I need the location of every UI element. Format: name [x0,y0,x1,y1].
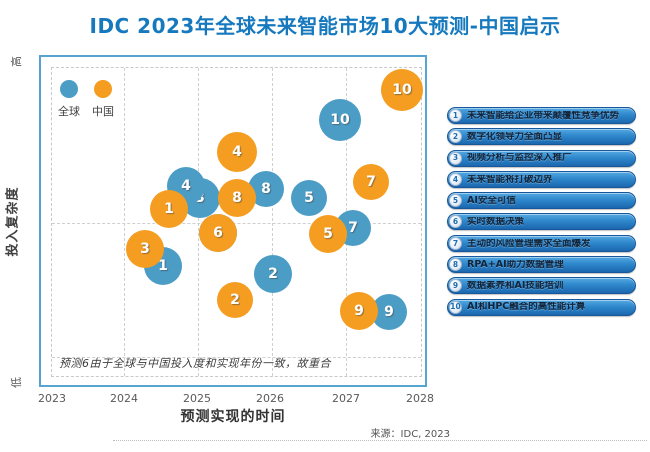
prediction-label: RPA+AI助力数据管理 [467,259,564,270]
y-axis-title: 投入复杂度 [5,186,21,257]
prediction-label: 未来智能将打破边界 [467,174,553,185]
prediction-number-badge: 8 [449,258,462,272]
bubble-global-5: 5 [291,180,327,216]
source-note: 来源：IDC, 2023 [370,429,450,440]
bubble-chart: 全球 中国 1234567891012345678910 预测6由于全球与中国投… [39,55,427,387]
prediction-number-badge: 7 [449,236,462,250]
x-tick-2023: 2023 [38,392,66,405]
prediction-number-badge: 10 [449,300,462,314]
gridline-2026 [272,68,273,376]
bubble-china-1: 1 [150,190,188,228]
x-tick-2028: 2028 [406,392,434,405]
prediction-label: 视频分析与监控深入推广 [467,153,572,163]
prediction-number-badge: 1 [449,109,462,122]
bottom-divider [113,440,647,441]
bubble-global-10: 10 [319,99,361,141]
legend-china-dot [94,80,112,98]
prediction-number-badge: 6 [449,215,462,229]
legend-global-label: 全球 [58,105,80,118]
prediction-item-2[interactable]: 2 数字化领导力全面凸显 [447,128,636,146]
prediction-item-5[interactable]: 5 AI安全可信 [447,192,636,210]
gridline-mid [52,223,421,224]
prediction-number-badge: 3 [449,151,462,165]
bubble-china-10: 10 [381,69,423,111]
prediction-number-badge: 9 [449,279,462,293]
prediction-item-3[interactable]: 3 视频分析与监控深入推广 [447,149,636,167]
prediction-item-7[interactable]: 7 主动的风险管理需求全面爆发 [447,234,636,252]
prediction-item-1[interactable]: 1 未来智能给企业带来颠覆性竞争优势 [447,107,636,124]
bubble-china-9: 9 [340,292,378,330]
plot-inner-frame [51,67,422,377]
gridline-low [52,357,421,358]
bubble-china-8: 8 [218,179,256,217]
prediction-label: 实时数据决策 [467,217,525,227]
bubble-global-2: 2 [254,255,292,293]
x-tick-2027: 2027 [332,392,360,405]
prediction-item-10[interactable]: 10 AI和HPC融合的高性能计算 [447,298,636,316]
predictions-list: 1 未来智能给企业带来颠覆性竞争优势 2 数字化领导力全面凸显 3 视频分析与监控深入推广… [447,107,636,320]
gridline-2024 [124,68,125,376]
prediction-number-badge: 4 [449,172,462,186]
page-title: IDC 2023年全球未来智能市场10大预测-中国启示 [89,14,561,38]
x-axis-ticks: 2023 2024 2025 2026 2027 2028 [38,392,434,406]
legend-global-dot [60,80,78,98]
prediction-label: AI和HPC融合的高性能计算 [467,302,586,312]
prediction-label: 数字化领导力全面凸显 [467,132,563,142]
y-axis-high-label: 高 [10,56,23,67]
bubble-china-3: 3 [126,230,164,268]
prediction-label: 未来智能给企业带来颠覆性竞争优势 [467,110,620,121]
x-tick-2025: 2025 [183,392,211,405]
bubble-china-2: 2 [217,282,253,318]
bubble-china-7: 7 [353,164,389,200]
gridline-2025 [198,68,199,376]
prediction-item-4[interactable]: 4 未来智能将打破边界 [447,170,636,188]
legend-china-label: 中国 [92,105,114,118]
prediction-item-6[interactable]: 6 实时数据决策 [447,213,636,231]
bubble-china-6: 6 [199,214,237,252]
overlap-note: 预测6由于全球与中国投入度和实现年份一致，故重合 [59,357,331,370]
bubble-china-4: 4 [217,132,257,172]
x-axis-title: 预测实现的时间 [180,409,286,425]
y-axis-low-label: 低 [10,377,23,388]
prediction-label: 主动的风险管理需求全面爆发 [467,238,591,249]
bubble-china-5: 5 [309,215,347,253]
x-tick-2026: 2026 [256,392,284,405]
prediction-number-badge: 2 [449,130,462,144]
prediction-number-badge: 5 [449,194,462,208]
prediction-label: AI安全可信 [467,195,516,206]
prediction-label: 数据素养和AI技能培训 [467,281,564,291]
prediction-item-8[interactable]: 8 RPA+AI助力数据管理 [447,256,636,274]
prediction-item-9[interactable]: 9 数据素养和AI技能培训 [447,277,636,295]
x-tick-2024: 2024 [110,392,138,405]
